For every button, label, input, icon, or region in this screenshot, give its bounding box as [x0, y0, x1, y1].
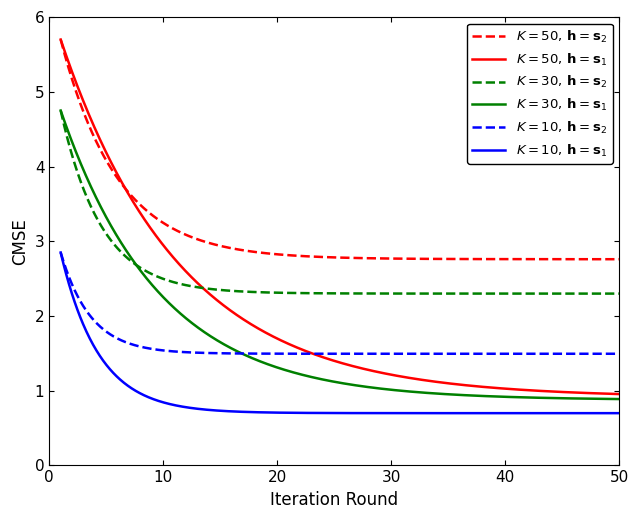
- $K = 50,\, \mathbf{h} = \mathbf{s}_2$: [283, 252, 291, 258]
- $K = 10,\, \mathbf{h} = \mathbf{s}_2$: [57, 250, 65, 256]
- $K = 50,\, \mathbf{h} = \mathbf{s}_1$: [502, 386, 510, 392]
- $K = 10,\, \mathbf{h} = \mathbf{s}_2$: [440, 350, 448, 357]
- $K = 10,\, \mathbf{h} = \mathbf{s}_1$: [57, 250, 65, 256]
- Legend: $K = 50,\, \mathbf{h} = \mathbf{s}_2$, $K = 50,\, \mathbf{h} = \mathbf{s}_1$, $K: $K = 50,\, \mathbf{h} = \mathbf{s}_2$, $…: [467, 24, 612, 164]
- $K = 30,\, \mathbf{h} = \mathbf{s}_2$: [303, 290, 310, 296]
- $K = 30,\, \mathbf{h} = \mathbf{s}_1$: [114, 234, 122, 240]
- $K = 10,\, \mathbf{h} = \mathbf{s}_2$: [616, 350, 623, 357]
- $K = 10,\, \mathbf{h} = \mathbf{s}_1$: [502, 410, 510, 417]
- $K = 30,\, \mathbf{h} = \mathbf{s}_1$: [303, 373, 310, 379]
- $K = 30,\, \mathbf{h} = \mathbf{s}_2$: [616, 291, 623, 297]
- $K = 50,\, \mathbf{h} = \mathbf{s}_1$: [114, 172, 122, 178]
- $K = 50,\, \mathbf{h} = \mathbf{s}_2$: [57, 36, 65, 43]
- $K = 10,\, \mathbf{h} = \mathbf{s}_1$: [303, 410, 310, 416]
- $K = 30,\, \mathbf{h} = \mathbf{s}_2$: [502, 291, 510, 297]
- $K = 50,\, \mathbf{h} = \mathbf{s}_1$: [283, 340, 291, 346]
- $K = 10,\, \mathbf{h} = \mathbf{s}_1$: [114, 374, 122, 381]
- $K = 50,\, \mathbf{h} = \mathbf{s}_2$: [114, 175, 122, 181]
- $K = 50,\, \mathbf{h} = \mathbf{s}_1$: [303, 348, 310, 355]
- $K = 50,\, \mathbf{h} = \mathbf{s}_2$: [492, 256, 500, 262]
- $K = 30,\, \mathbf{h} = \mathbf{s}_2$: [57, 108, 65, 114]
- $K = 30,\, \mathbf{h} = \mathbf{s}_1$: [502, 394, 510, 400]
- Line: $K = 30,\, \mathbf{h} = \mathbf{s}_2$: $K = 30,\, \mathbf{h} = \mathbf{s}_2$: [61, 111, 620, 294]
- $K = 10,\, \mathbf{h} = \mathbf{s}_2$: [492, 350, 500, 357]
- $K = 10,\, \mathbf{h} = \mathbf{s}_1$: [440, 410, 448, 417]
- $K = 10,\, \mathbf{h} = \mathbf{s}_1$: [283, 410, 291, 416]
- $K = 10,\, \mathbf{h} = \mathbf{s}_2$: [502, 350, 510, 357]
- $K = 30,\, \mathbf{h} = \mathbf{s}_2$: [492, 291, 500, 297]
- Line: $K = 50,\, \mathbf{h} = \mathbf{s}_1$: $K = 50,\, \mathbf{h} = \mathbf{s}_1$: [61, 40, 620, 394]
- $K = 50,\, \mathbf{h} = \mathbf{s}_2$: [616, 256, 623, 262]
- $K = 10,\, \mathbf{h} = \mathbf{s}_2$: [114, 335, 122, 342]
- $K = 30,\, \mathbf{h} = \mathbf{s}_2$: [283, 290, 291, 296]
- $K = 10,\, \mathbf{h} = \mathbf{s}_2$: [283, 350, 291, 357]
- $K = 50,\, \mathbf{h} = \mathbf{s}_2$: [303, 253, 310, 259]
- Y-axis label: CMSE: CMSE: [11, 218, 29, 265]
- $K = 50,\, \mathbf{h} = \mathbf{s}_1$: [616, 391, 623, 397]
- $K = 50,\, \mathbf{h} = \mathbf{s}_1$: [57, 36, 65, 43]
- $K = 50,\, \mathbf{h} = \mathbf{s}_2$: [502, 256, 510, 262]
- $K = 50,\, \mathbf{h} = \mathbf{s}_2$: [440, 256, 448, 262]
- $K = 30,\, \mathbf{h} = \mathbf{s}_2$: [440, 291, 448, 297]
- $K = 10,\, \mathbf{h} = \mathbf{s}_1$: [616, 410, 623, 417]
- $K = 30,\, \mathbf{h} = \mathbf{s}_1$: [440, 391, 448, 397]
- $K = 10,\, \mathbf{h} = \mathbf{s}_2$: [303, 350, 310, 357]
- $K = 30,\, \mathbf{h} = \mathbf{s}_2$: [114, 245, 122, 252]
- $K = 50,\, \mathbf{h} = \mathbf{s}_1$: [492, 385, 500, 391]
- X-axis label: Iteration Round: Iteration Round: [270, 491, 398, 509]
- $K = 30,\, \mathbf{h} = \mathbf{s}_1$: [57, 108, 65, 114]
- $K = 10,\, \mathbf{h} = \mathbf{s}_1$: [492, 410, 500, 417]
- Line: $K = 50,\, \mathbf{h} = \mathbf{s}_2$: $K = 50,\, \mathbf{h} = \mathbf{s}_2$: [61, 40, 620, 259]
- Line: $K = 10,\, \mathbf{h} = \mathbf{s}_2$: $K = 10,\, \mathbf{h} = \mathbf{s}_2$: [61, 253, 620, 354]
- Line: $K = 10,\, \mathbf{h} = \mathbf{s}_1$: $K = 10,\, \mathbf{h} = \mathbf{s}_1$: [61, 253, 620, 413]
- $K = 30,\, \mathbf{h} = \mathbf{s}_1$: [616, 396, 623, 402]
- $K = 30,\, \mathbf{h} = \mathbf{s}_1$: [283, 367, 291, 373]
- $K = 50,\, \mathbf{h} = \mathbf{s}_1$: [440, 380, 448, 386]
- $K = 30,\, \mathbf{h} = \mathbf{s}_1$: [492, 394, 500, 400]
- Line: $K = 30,\, \mathbf{h} = \mathbf{s}_1$: $K = 30,\, \mathbf{h} = \mathbf{s}_1$: [61, 111, 620, 399]
